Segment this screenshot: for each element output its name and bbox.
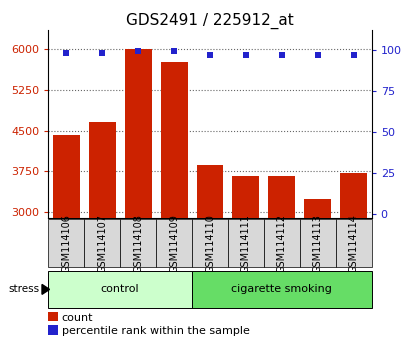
- Bar: [192, 219, 228, 267]
- Point: [135, 48, 142, 54]
- Point: [278, 52, 285, 57]
- Bar: [300, 219, 336, 267]
- Bar: [340, 173, 367, 354]
- Text: GSM114110: GSM114110: [205, 214, 215, 273]
- Text: GSM114107: GSM114107: [97, 214, 107, 273]
- Point: [171, 48, 177, 54]
- Text: GSM114113: GSM114113: [313, 214, 323, 273]
- Point: [99, 50, 105, 56]
- Bar: [89, 122, 116, 354]
- Bar: [192, 271, 372, 308]
- Text: GSM114114: GSM114114: [349, 214, 359, 273]
- Point: [315, 52, 321, 57]
- Point: [243, 52, 249, 57]
- Text: cigarette smoking: cigarette smoking: [231, 284, 332, 295]
- Bar: [197, 165, 223, 354]
- Point: [207, 52, 213, 57]
- Text: count: count: [62, 313, 93, 322]
- Bar: [48, 271, 192, 308]
- Title: GDS2491 / 225912_at: GDS2491 / 225912_at: [126, 12, 294, 29]
- Text: GSM114109: GSM114109: [169, 214, 179, 273]
- Bar: [228, 219, 264, 267]
- Bar: [156, 219, 192, 267]
- Bar: [268, 176, 295, 354]
- Bar: [48, 219, 84, 267]
- Bar: [232, 176, 260, 354]
- Bar: [304, 199, 331, 354]
- Text: control: control: [101, 284, 139, 295]
- Bar: [160, 62, 188, 354]
- Text: GSM114112: GSM114112: [277, 214, 287, 273]
- Text: percentile rank within the sample: percentile rank within the sample: [62, 326, 249, 336]
- Bar: [125, 49, 152, 354]
- Bar: [264, 219, 300, 267]
- Point: [350, 52, 357, 57]
- Bar: [336, 219, 372, 267]
- Text: GSM114106: GSM114106: [61, 214, 71, 273]
- Point: [63, 50, 70, 56]
- Text: GSM114111: GSM114111: [241, 214, 251, 273]
- Bar: [53, 135, 80, 354]
- Text: stress: stress: [9, 284, 40, 295]
- Bar: [120, 219, 156, 267]
- Bar: [84, 219, 120, 267]
- Text: GSM114108: GSM114108: [133, 214, 143, 273]
